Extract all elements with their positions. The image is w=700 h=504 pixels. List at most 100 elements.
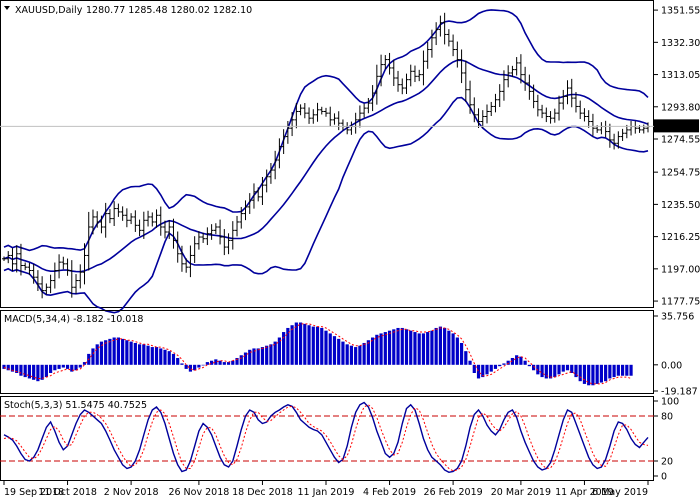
macd-bar bbox=[587, 364, 591, 386]
macd-bar bbox=[104, 340, 108, 365]
macd-bar bbox=[112, 337, 116, 365]
macd-panel[interactable]: MACD(5,34,4) -8.182 -10.018 35.756 0.00 -1… bbox=[0, 310, 698, 398]
macd-bar bbox=[15, 364, 19, 373]
macd-bar bbox=[362, 342, 366, 365]
macd-bar bbox=[180, 363, 184, 365]
macd-bar bbox=[193, 364, 197, 371]
stoch-tick-label: 20 bbox=[661, 457, 673, 468]
macd-bar bbox=[252, 348, 256, 365]
macd-bar bbox=[159, 348, 163, 365]
macd-bar bbox=[481, 364, 485, 378]
macd-bar bbox=[214, 359, 218, 365]
current-price-label: 1282.10 bbox=[659, 122, 698, 133]
macd-bar bbox=[6, 364, 10, 371]
macd-bar bbox=[629, 364, 633, 376]
macd-bar bbox=[121, 338, 125, 365]
macd-bar bbox=[608, 364, 612, 379]
macd-bar bbox=[447, 330, 451, 365]
time-tick-label: 26 Nov 2018 bbox=[168, 487, 229, 498]
macd-bar bbox=[315, 326, 320, 365]
price-tick-label: 1197.00 bbox=[661, 264, 700, 275]
stoch-tick-label: 80 bbox=[661, 412, 673, 423]
macd-bar bbox=[396, 327, 400, 365]
macd-bar bbox=[260, 347, 265, 365]
macd-bar bbox=[36, 364, 40, 382]
macd-bar bbox=[163, 349, 167, 365]
macd-bar bbox=[620, 364, 625, 376]
macd-bar bbox=[137, 344, 142, 365]
macd-bar bbox=[82, 362, 87, 365]
stoch-tick-label: 100 bbox=[661, 397, 679, 408]
macd-bar bbox=[523, 360, 527, 365]
macd-bar bbox=[286, 327, 290, 365]
macd-bar bbox=[493, 364, 498, 369]
time-tick-label: 11 Oct 2018 bbox=[38, 487, 97, 498]
macd-axis: 35.756 0.00 -19.187 bbox=[654, 312, 698, 398]
macd-bar bbox=[498, 364, 502, 367]
macd-bar bbox=[303, 323, 307, 365]
macd-bar bbox=[74, 364, 78, 371]
macd-bar bbox=[345, 344, 349, 365]
bollinger-bands bbox=[3, 9, 649, 314]
macd-bar bbox=[57, 364, 61, 369]
price-axis: 1351.55 1332.30 1313.05 1293.80 1274.55 1254.… bbox=[654, 6, 700, 308]
macd-bar bbox=[248, 349, 252, 365]
macd-bar bbox=[548, 364, 553, 379]
macd-bar bbox=[307, 325, 311, 365]
price-tick-label: 1313.05 bbox=[661, 70, 700, 81]
stoch-tick-label: 0 bbox=[661, 472, 667, 483]
macd-bar bbox=[201, 364, 205, 366]
macd-bar bbox=[489, 364, 493, 372]
macd-bar bbox=[451, 333, 455, 365]
macd-bar bbox=[417, 333, 421, 365]
macd-bar bbox=[604, 364, 608, 382]
macd-bar bbox=[506, 360, 510, 365]
macd-bar bbox=[150, 347, 154, 365]
macd-bar bbox=[10, 364, 15, 372]
symbol-label: XAUUSD,Daily bbox=[15, 5, 83, 16]
macd-bar bbox=[485, 364, 489, 375]
macd-bar bbox=[176, 357, 180, 365]
macd-bar bbox=[298, 322, 303, 365]
macd-bar bbox=[290, 325, 294, 365]
macd-bar bbox=[341, 341, 345, 365]
macd-bar bbox=[354, 347, 358, 365]
macd-bar bbox=[358, 345, 362, 365]
macd-label: MACD(5,34,4) -8.182 -10.018 bbox=[4, 314, 143, 325]
macd-bar bbox=[515, 355, 519, 365]
macd-bar bbox=[277, 337, 281, 365]
macd-bar bbox=[434, 327, 438, 365]
macd-bar bbox=[269, 344, 273, 365]
macd-bar bbox=[116, 337, 120, 365]
macd-bar bbox=[125, 340, 129, 365]
macd-bar bbox=[188, 364, 193, 372]
price-tick-label: 1235.50 bbox=[661, 200, 700, 211]
macd-bar bbox=[337, 338, 341, 365]
bollinger-upper-line bbox=[3, 9, 649, 252]
stoch-panel[interactable]: Stoch(5,3,3) 51.5475 40.7525 100 80 20 0 bbox=[0, 396, 679, 483]
macd-bar bbox=[625, 364, 629, 376]
macd-bar bbox=[146, 345, 150, 365]
macd-bar bbox=[167, 351, 171, 365]
time-tick-label: 2 Nov 2018 bbox=[104, 487, 159, 498]
macd-bar bbox=[366, 340, 370, 365]
macd-bar bbox=[205, 362, 209, 365]
macd-bar bbox=[311, 326, 315, 365]
price-panel[interactable]: XAUUSD,Daily 1280.77 1285.48 1280.02 128… bbox=[0, 0, 700, 314]
macd-bar bbox=[570, 364, 574, 373]
macd-bar bbox=[502, 363, 506, 365]
macd-bar bbox=[294, 322, 298, 365]
macd-bar bbox=[510, 357, 515, 365]
macd-bar bbox=[44, 364, 48, 378]
macd-bar bbox=[565, 364, 570, 371]
macd-signal-line bbox=[3, 323, 632, 385]
macd-bar bbox=[256, 348, 260, 365]
macd-bar bbox=[375, 334, 379, 365]
macd-bar bbox=[519, 356, 523, 365]
macd-bar bbox=[443, 327, 447, 365]
macd-bar bbox=[553, 364, 557, 378]
macd-bar bbox=[472, 364, 476, 373]
price-tick-label: 1274.55 bbox=[661, 135, 700, 146]
